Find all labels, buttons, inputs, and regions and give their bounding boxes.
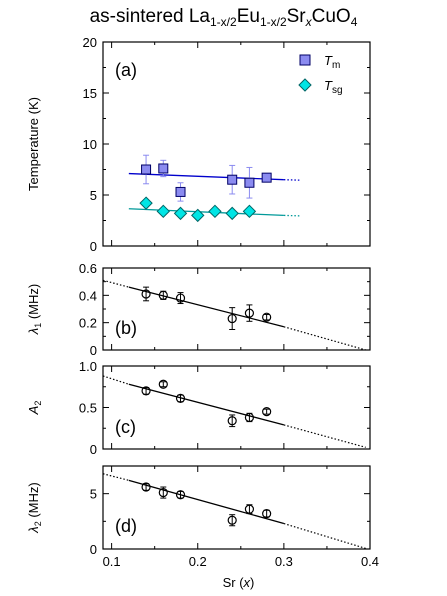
data-point-tsg [225,206,239,221]
plot-frame [102,267,371,351]
fit-line [128,383,285,426]
data-point [175,293,186,303]
y-tick-label: 0.6 [79,261,97,276]
data-point [175,393,186,403]
data-point-tm [244,177,255,188]
fit-extension-left [102,473,129,481]
data-point-tsg [139,196,153,210]
fit-extension [283,214,302,217]
legend-label: Tm [324,53,340,71]
panel-label: (c) [115,417,136,437]
y-tick-label: 0 [90,442,97,457]
legend-marker-tsg [298,78,312,92]
y-axis-label: A2 [26,401,43,416]
data-point [262,407,272,417]
y-axis-label: λ1 (MHz) [26,284,43,335]
fit-extension-right [283,326,366,351]
panel-label: (a) [115,60,137,80]
data-point [244,412,255,423]
data-point-tm [141,164,152,175]
data-point [158,487,168,498]
data-point-tsg [173,206,188,221]
x-axis-label: Sr (x) [223,575,255,590]
data-point [262,508,272,519]
data-point-tm [175,186,186,197]
data-point-tsg [208,204,222,219]
plot-frame [102,365,371,450]
panel-a: 0 5 10 15 20 (a) Temperature (K) Tm Tsg [26,35,371,254]
y-tick-label: 0.2 [79,316,97,331]
panel-c: 0 0.5 1.0 (c) A2 [26,359,371,457]
fit-line [128,479,285,525]
y-tick-label: 15 [83,86,97,101]
data-point-tsg [156,204,170,219]
legend-marker-tm [299,54,311,66]
fit-extension-left [102,375,130,385]
data-point [227,515,237,525]
y-tick-label: 1.0 [79,359,97,374]
data-point-tm [227,174,238,185]
y-tick-label: 20 [83,35,97,50]
data-point [175,490,186,500]
data-point [141,289,151,299]
x-tick-label: 0.4 [361,554,379,569]
data-point-tm [261,172,272,183]
fit-extension-right [283,424,366,448]
data-point [141,386,151,396]
panel-label: (d) [115,516,137,536]
panel-label: (b) [115,318,137,338]
data-point [158,290,168,300]
fit-line [128,172,284,181]
legend-label: Tsg [324,78,343,96]
y-tick-label: 0.4 [79,288,97,303]
y-tick-label: 5 [90,188,97,203]
x-tick-label: 0.2 [189,554,207,569]
data-point-tsg [191,208,205,223]
y-tick-label: 0 [90,343,97,358]
fit-line [128,286,285,328]
y-tick-label: 5 [90,487,97,502]
fit-line [128,208,284,217]
data-point [262,312,272,322]
data-point-tsg [242,204,257,219]
data-point [227,416,237,426]
data-point [141,482,151,492]
y-axis-label: λ2 (MHz) [26,482,43,533]
data-point [227,313,237,324]
y-tick-label: 0 [90,542,97,557]
x-tick-label: 0.1 [103,554,121,569]
fit-extension-right [283,522,366,550]
fit-extension-left [102,279,129,288]
data-point [244,504,255,514]
y-tick-label: 10 [83,137,97,152]
panel-d: 0 5 (d) λ2 (MHz) 0.1 0.2 0.3 0.4 Sr (x) [26,465,379,590]
y-tick-label: 0 [90,239,97,254]
data-point [244,308,255,318]
data-point [158,379,168,389]
plot-frame [102,465,371,550]
chart-title: as-sintered La1-x/2Eu1-x/2SrxCuO4 [89,6,358,29]
fit-extension [283,179,302,181]
panel-b: 0 0.2 0.4 0.6 (b) λ1 (MHz) [26,261,371,358]
x-tick-label: 0.3 [275,554,293,569]
data-point-tm [158,163,169,174]
y-axis-label: Temperature (K) [26,97,41,191]
y-tick-label: 0.5 [79,401,97,416]
